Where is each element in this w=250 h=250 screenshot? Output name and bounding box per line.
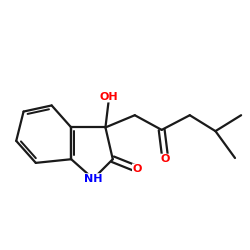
Text: O: O bbox=[132, 164, 142, 174]
Text: OH: OH bbox=[100, 92, 118, 102]
Text: O: O bbox=[161, 154, 170, 164]
Text: NH: NH bbox=[84, 174, 102, 184]
